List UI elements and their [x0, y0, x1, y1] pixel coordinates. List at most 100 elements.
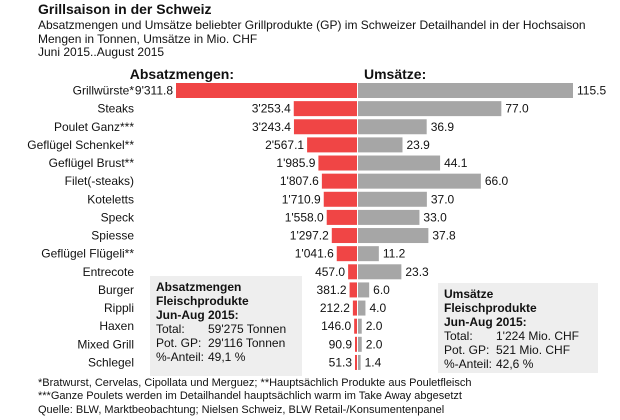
- summary-value: 29'116 Tonnen: [208, 336, 286, 350]
- category-label: Speck: [101, 210, 135, 224]
- footnote-2: ***Ganze Poulets werden im Detailhandel …: [38, 390, 462, 402]
- summary-row: %-Anteil: 49,1 %: [156, 350, 296, 364]
- data-label-umsaetze: 33.0: [423, 210, 447, 224]
- bar-umsaetze: [358, 137, 403, 153]
- data-label-umsaetze: 11.2: [383, 247, 406, 261]
- summary-title-line: Jun-Aug 2015:: [156, 308, 239, 322]
- summary-value: 59'275 Tonnen: [208, 322, 287, 336]
- data-label-umsaetze: 4.0: [369, 301, 386, 315]
- bar-umsaetze: [358, 300, 366, 316]
- data-label-umsaetze: 36.9: [431, 120, 455, 134]
- bar-absatzmengen: [326, 209, 357, 225]
- summary-title-line: Absatzmengen: [156, 280, 242, 294]
- bar-umsaetze: [358, 101, 502, 117]
- data-label-absatzmengen: 1'297.2: [290, 229, 329, 243]
- data-label-umsaetze: 66.0: [485, 174, 509, 188]
- data-label-umsaetze: 1.4: [365, 355, 382, 369]
- bar-absatzmengen: [355, 354, 357, 370]
- data-label-absatzmengen: 1'807.6: [280, 174, 319, 188]
- data-label-absatzmengen: 381.2: [317, 283, 347, 297]
- bar-absatzmengen: [355, 336, 357, 352]
- bar-umsaetze: [358, 191, 427, 207]
- bar-umsaetze: [358, 354, 361, 370]
- category-label: Haxen: [99, 319, 134, 333]
- data-label-absatzmengen: 51.3: [329, 355, 353, 369]
- bar-umsaetze: [358, 119, 427, 135]
- data-label-umsaetze: 2.0: [366, 337, 383, 351]
- bar-absatzmengen: [352, 300, 357, 316]
- footnote-source: Quelle: BLW, Marktbeobachtung; Nielsen S…: [38, 404, 445, 416]
- data-label-absatzmengen: 3'253.4: [252, 102, 291, 116]
- bar-absatzmengen: [323, 191, 357, 207]
- category-label: Rippli: [104, 301, 134, 315]
- summary-row: Pot. GP: 521 Mio. CHF: [444, 343, 592, 357]
- data-label-umsaetze: 77.0: [505, 102, 529, 116]
- subtitle-line-3: Juni 2015..August 2015: [38, 45, 165, 59]
- bar-umsaetze: [358, 264, 402, 280]
- category-label: Burger: [98, 283, 134, 297]
- summary-key: %-Anteil:: [156, 350, 205, 364]
- bar-absatzmengen: [318, 155, 357, 171]
- summary-key: Total:: [444, 329, 473, 343]
- data-label-absatzmengen: 1'710.9: [282, 192, 321, 206]
- data-label-absatzmengen: 1'985.9: [276, 156, 315, 170]
- data-label-absatzmengen: 146.0: [321, 319, 351, 333]
- summary-title-line: Jun-Aug 2015:: [444, 315, 527, 329]
- summary-row: Pot. GP: 29'116 Tonnen: [156, 336, 296, 350]
- bar-umsaetze: [358, 282, 370, 298]
- category-label: Entrecote: [83, 265, 135, 279]
- footnote-1: *Bratwurst, Cervelas, Cipollata und Merg…: [38, 377, 472, 389]
- data-label-absatzmengen: 457.0: [315, 265, 345, 279]
- category-label: Geflügel Schenkel**: [27, 138, 134, 152]
- data-label-umsaetze: 44.1: [444, 156, 468, 170]
- data-label-absatzmengen: 1'558.0: [285, 210, 324, 224]
- bar-umsaetze: [358, 318, 362, 334]
- category-label: Grillwürste*: [73, 84, 135, 98]
- data-label-absatzmengen: 212.2: [320, 301, 350, 315]
- summary-value: 1'224 Mio. CHF: [496, 329, 579, 343]
- category-label: Spiesse: [91, 229, 134, 243]
- bar-absatzmengen: [349, 282, 357, 298]
- summary-key: %-Anteil:: [444, 357, 493, 371]
- data-label-umsaetze: 37.8: [432, 229, 456, 243]
- bar-umsaetze: [358, 173, 481, 189]
- bar-umsaetze: [358, 155, 441, 171]
- series-header-absatzmengen: Absatzmengen:: [129, 66, 234, 82]
- summary-row: Total: 1'224 Mio. CHF: [444, 329, 592, 343]
- data-label-umsaetze: 2.0: [366, 319, 383, 333]
- category-label: Filet(-steaks): [65, 174, 134, 188]
- category-label: Koteletts: [87, 192, 134, 206]
- bar-absatzmengen: [307, 137, 357, 153]
- bar-absatzmengen: [293, 101, 357, 117]
- bar-umsaetze: [358, 336, 362, 352]
- bar-umsaetze: [358, 246, 379, 262]
- data-label-umsaetze: 37.0: [431, 192, 455, 206]
- bar-absatzmengen: [336, 246, 357, 262]
- subtitle-line-1: Absatzmengen und Umsätze beliebter Grill…: [38, 18, 586, 32]
- bar-absatzmengen: [331, 228, 357, 244]
- summary-box-umsaetze: Umsätze Fleischprodukte Jun-Aug 2015: To…: [438, 283, 598, 373]
- bar-absatzmengen: [348, 264, 357, 280]
- data-label-umsaetze: 115.5: [577, 84, 606, 98]
- bar-absatzmengen: [354, 318, 357, 334]
- summary-row: %-Anteil: 42,6 %: [444, 357, 592, 371]
- data-label-umsaetze: 23.3: [405, 265, 429, 279]
- category-label: Geflügel Brust**: [49, 156, 135, 170]
- data-label-absatzmengen: 1'041.6: [295, 247, 334, 261]
- data-label-absatzmengen: 3'243.4: [252, 120, 291, 134]
- summary-value: 49,1 %: [208, 350, 246, 364]
- series-header-umsaetze: Umsätze:: [364, 66, 427, 82]
- summary-row: Total: 59'275 Tonnen: [156, 322, 296, 336]
- summary-title-line: Fleischprodukte: [444, 301, 537, 315]
- bar-absatzmengen: [293, 119, 357, 135]
- category-label: Poulet Ganz***: [54, 120, 134, 134]
- summary-key: Pot. GP:: [444, 343, 490, 357]
- summary-value: 521 Mio. CHF: [496, 343, 571, 357]
- summary-box-absatzmengen: Absatzmengen Fleischprodukte Jun-Aug 201…: [150, 276, 302, 376]
- data-label-umsaetze: 6.0: [373, 283, 390, 297]
- category-label: Schlegel: [88, 355, 134, 369]
- bar-umsaetze: [358, 228, 429, 244]
- summary-key: Total:: [156, 322, 185, 336]
- bar-absatzmengen: [176, 83, 357, 98]
